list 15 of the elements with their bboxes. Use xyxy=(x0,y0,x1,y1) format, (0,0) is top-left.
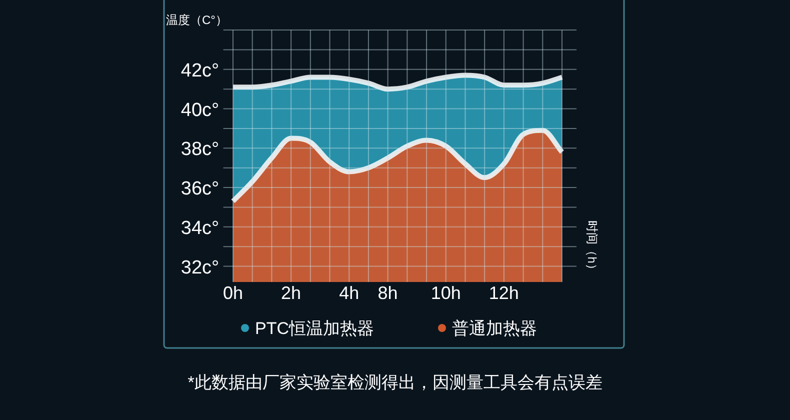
x-tick-label: 0h xyxy=(222,283,244,303)
text: 时间（h） xyxy=(585,220,599,276)
x-tick-label: 4h xyxy=(339,283,360,303)
text: *此数据由厂家实验室检测得出，因测量工具会有点误差 xyxy=(188,373,602,392)
x-tick-label: 12h xyxy=(488,283,519,303)
y-tick-label: 38c° xyxy=(180,139,220,160)
y-tick-label: 34c° xyxy=(180,218,220,239)
y-tick-label: 32c° xyxy=(180,257,220,278)
x-tick-label: 8h xyxy=(378,283,398,303)
x-tick-label: 10h xyxy=(430,283,461,303)
y-tick-label: 36c° xyxy=(180,178,220,200)
y-tick-label: 40c° xyxy=(180,100,220,121)
x-tick-label: 2h xyxy=(281,283,302,303)
y-tick-label: 42c° xyxy=(180,60,220,82)
chart-title: 温度（C°） xyxy=(166,13,228,27)
